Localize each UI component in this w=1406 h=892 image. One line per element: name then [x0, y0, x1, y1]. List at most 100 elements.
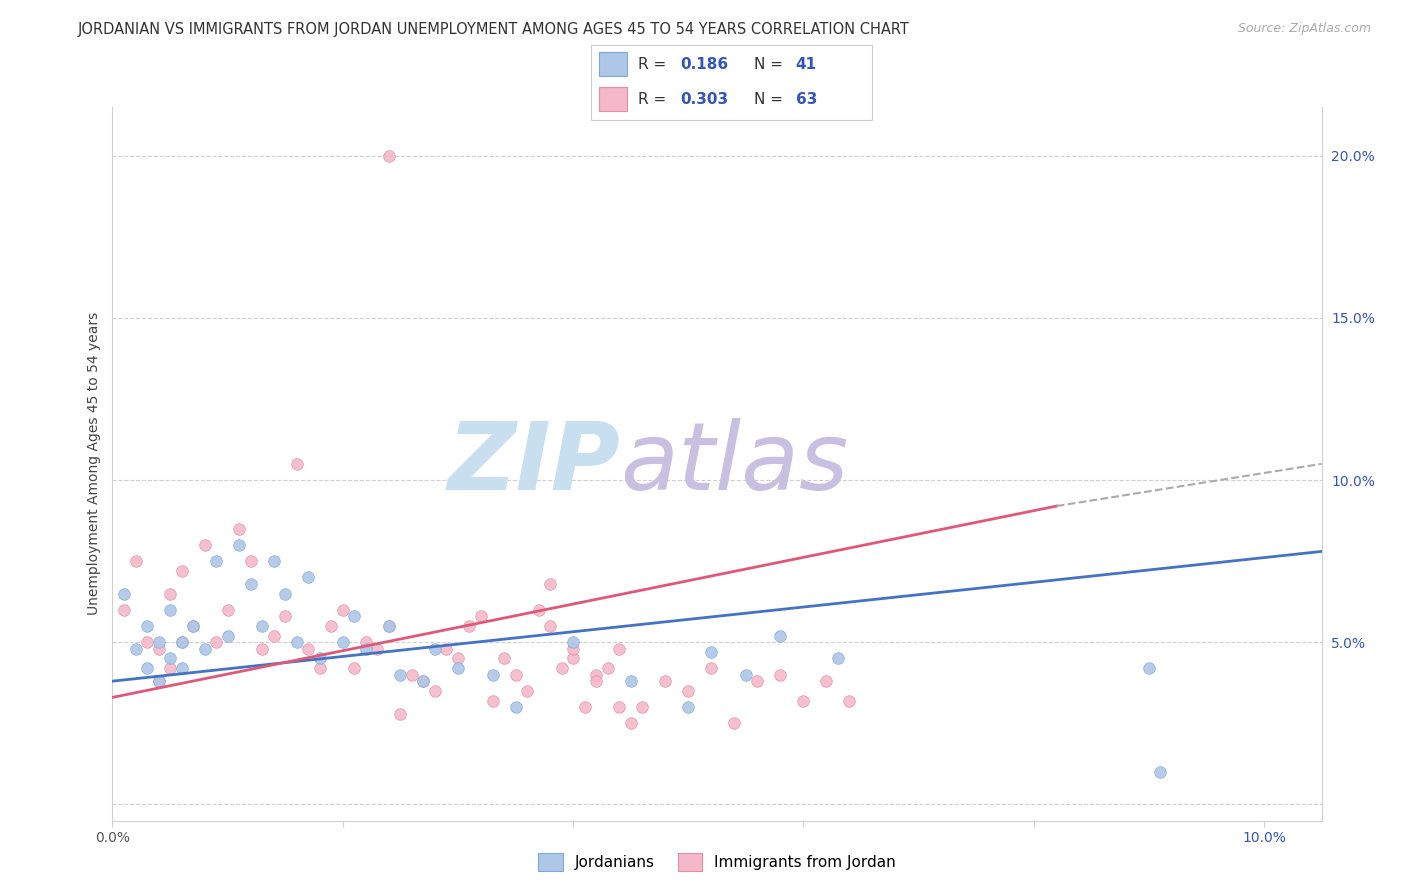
Point: [343, 661, 366, 675]
Point: [585, 667, 607, 681]
Text: 0.186: 0.186: [681, 57, 728, 72]
Point: [112, 603, 135, 617]
Point: [1149, 764, 1171, 779]
Point: [562, 651, 585, 665]
Point: [181, 619, 204, 633]
Point: [148, 641, 170, 656]
Point: [181, 619, 204, 633]
Text: atlas: atlas: [620, 418, 849, 509]
Point: [217, 629, 239, 643]
Legend: Jordanians, Immigrants from Jordan: Jordanians, Immigrants from Jordan: [531, 847, 903, 877]
Point: [285, 457, 308, 471]
Point: [838, 693, 860, 707]
Point: [734, 667, 756, 681]
Point: [620, 674, 643, 689]
Point: [631, 700, 654, 714]
Point: [148, 674, 170, 689]
Point: [505, 700, 527, 714]
Text: Source: ZipAtlas.com: Source: ZipAtlas.com: [1237, 22, 1371, 36]
Point: [378, 619, 401, 633]
Point: [136, 619, 159, 633]
FancyBboxPatch shape: [599, 87, 627, 112]
Point: [170, 661, 193, 675]
Point: [170, 635, 193, 649]
Point: [332, 603, 354, 617]
Point: [321, 619, 343, 633]
Point: [700, 645, 723, 659]
Point: [124, 554, 146, 568]
Point: [574, 700, 596, 714]
Text: 41: 41: [796, 57, 817, 72]
Point: [228, 522, 250, 536]
Point: [505, 667, 527, 681]
Point: [354, 641, 377, 656]
Point: [596, 661, 619, 675]
Point: [678, 700, 700, 714]
Point: [263, 554, 285, 568]
Point: [274, 586, 297, 600]
Point: [159, 651, 181, 665]
Text: N =: N =: [754, 57, 787, 72]
Point: [194, 538, 217, 552]
Point: [308, 651, 330, 665]
Point: [217, 603, 239, 617]
Point: [436, 641, 458, 656]
Point: [250, 641, 273, 656]
Point: [481, 693, 503, 707]
Text: JORDANIAN VS IMMIGRANTS FROM JORDAN UNEMPLOYMENT AMONG AGES 45 TO 54 YEARS CORRE: JORDANIAN VS IMMIGRANTS FROM JORDAN UNEM…: [77, 22, 910, 37]
Point: [562, 641, 585, 656]
Point: [654, 674, 676, 689]
Text: 0.303: 0.303: [681, 92, 728, 107]
Point: [516, 684, 538, 698]
Point: [148, 635, 170, 649]
Text: R =: R =: [638, 92, 672, 107]
Text: ZIP: ZIP: [447, 417, 620, 510]
Text: R =: R =: [638, 57, 672, 72]
Point: [159, 661, 181, 675]
Point: [228, 538, 250, 552]
Point: [136, 635, 159, 649]
Point: [366, 641, 388, 656]
Point: [378, 619, 401, 633]
Point: [308, 661, 330, 675]
Point: [423, 684, 446, 698]
Point: [447, 661, 470, 675]
Point: [607, 641, 630, 656]
Point: [401, 667, 423, 681]
Point: [423, 641, 446, 656]
Point: [389, 706, 412, 721]
Point: [769, 667, 792, 681]
Point: [239, 554, 262, 568]
Y-axis label: Unemployment Among Ages 45 to 54 years: Unemployment Among Ages 45 to 54 years: [87, 312, 101, 615]
Point: [538, 577, 561, 591]
Point: [412, 674, 434, 689]
Text: N =: N =: [754, 92, 787, 107]
Point: [205, 635, 228, 649]
Point: [1137, 661, 1160, 675]
Point: [239, 577, 262, 591]
Point: [274, 609, 297, 624]
Point: [723, 716, 745, 731]
Point: [827, 651, 849, 665]
Point: [250, 619, 273, 633]
Point: [297, 641, 319, 656]
Point: [550, 661, 572, 675]
Point: [792, 693, 814, 707]
Point: [620, 716, 643, 731]
Point: [747, 674, 769, 689]
Point: [481, 667, 503, 681]
Point: [205, 554, 228, 568]
Point: [700, 661, 723, 675]
Point: [815, 674, 838, 689]
FancyBboxPatch shape: [599, 52, 627, 77]
Point: [412, 674, 434, 689]
Point: [159, 603, 181, 617]
Point: [297, 570, 319, 584]
Point: [194, 641, 217, 656]
Point: [492, 651, 515, 665]
Point: [538, 619, 561, 633]
Point: [170, 564, 193, 578]
Text: 63: 63: [796, 92, 817, 107]
Point: [585, 674, 607, 689]
Point: [447, 651, 470, 665]
